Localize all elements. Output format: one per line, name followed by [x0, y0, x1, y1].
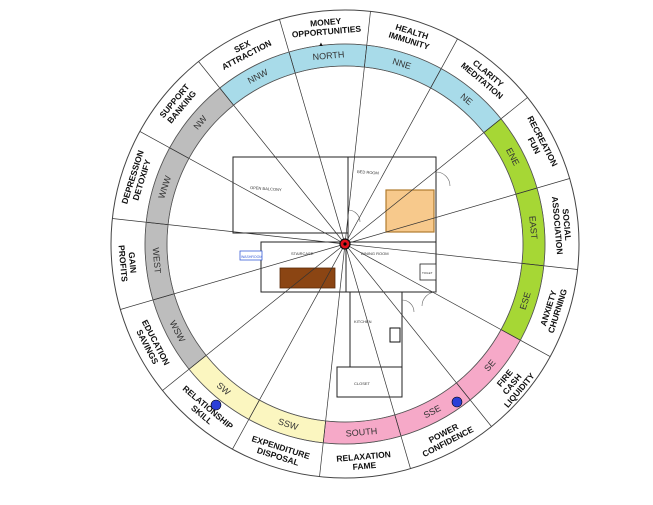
stove	[389, 327, 401, 343]
room-label: KITCHEN	[354, 319, 372, 324]
room-label: CLOSET	[354, 381, 371, 386]
sector-boundary-line	[198, 61, 346, 245]
quality-label: RELAXATION	[336, 449, 391, 464]
sector-boundary-line	[120, 243, 346, 310]
room-label: OPEN BALCONY	[250, 185, 282, 192]
sector-boundary-line	[344, 243, 411, 469]
sector-boundary-line	[344, 243, 551, 357]
quality-label: FAME	[352, 460, 377, 472]
direction-label: EAST	[527, 215, 539, 240]
room-label: BED ROOM	[357, 169, 379, 176]
room-label: TOILET	[422, 271, 433, 275]
room-label: WASHROOM	[241, 255, 262, 259]
sector-boundary-line	[279, 19, 346, 245]
door-arc	[435, 171, 451, 187]
bed	[385, 189, 435, 233]
sector-boundary-line	[344, 243, 578, 270]
quality-label: PROFITS	[117, 245, 130, 283]
ring-outer-edge	[144, 43, 546, 445]
sector-boundary-line	[344, 243, 492, 427]
floor-plan: OPEN BALCONY BED ROOM STAIRCASE DINING R…	[232, 156, 451, 398]
sector-boundary-line	[162, 243, 346, 391]
north-arrow-icon: ▲	[318, 42, 324, 48]
ring-inner-edge	[166, 65, 524, 423]
dot-marker-sse	[451, 396, 463, 408]
quality-label: OPPORTUNITIES	[291, 24, 361, 40]
door-arc	[401, 299, 415, 313]
room-label: DINING ROOM	[361, 251, 389, 256]
direction-label: WEST	[151, 247, 163, 274]
sector-boundary-line	[112, 218, 346, 245]
direction-label: NORTH	[312, 49, 345, 62]
dot-marker-sw	[210, 399, 222, 411]
quality-label: GAIN	[127, 252, 139, 274]
door-arc	[347, 209, 361, 223]
quality-label: ASSOCIATION	[550, 196, 565, 255]
sector-boundary-line	[232, 243, 346, 450]
outer-circle	[110, 9, 580, 479]
plan-washroom-box	[239, 250, 263, 261]
quality-label: MONEY	[310, 16, 342, 29]
sector-boundary-line	[344, 38, 458, 245]
dining-table	[279, 267, 336, 289]
sector-boundary-line	[344, 178, 570, 245]
center-marker-inner	[343, 242, 347, 246]
direction-labels: NORTHNNENEENEEASTESESESSESOUTHSSWSWWSWWE…	[151, 49, 540, 438]
direction-spokes	[112, 11, 578, 477]
quality-label: SOCIAL	[561, 208, 574, 241]
plan-balcony	[232, 156, 349, 234]
sector-boundary-line	[344, 97, 528, 245]
sector-boundary-line	[139, 131, 346, 245]
sector-boundary-line	[319, 243, 346, 477]
plan-toilet	[419, 263, 437, 281]
sector-boundary-line	[344, 11, 371, 245]
direction-label: SOUTH	[345, 426, 377, 439]
door-arc	[421, 291, 437, 307]
room-label: STAIRCASE	[291, 251, 314, 256]
plan-closet	[336, 366, 403, 398]
